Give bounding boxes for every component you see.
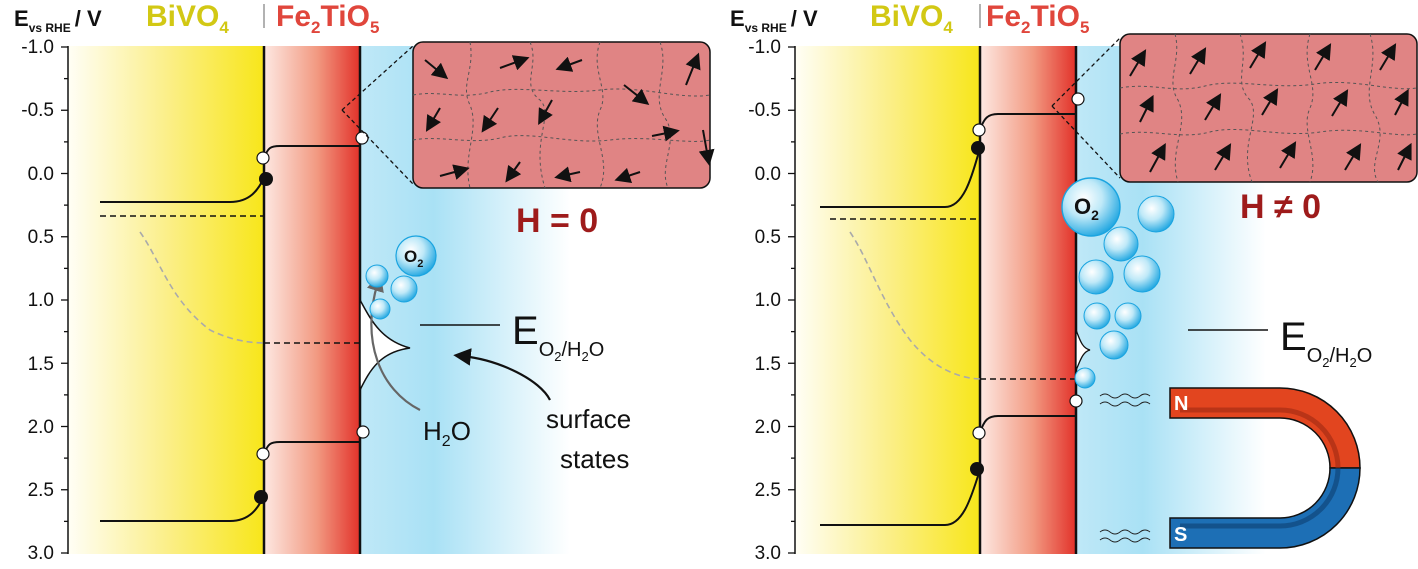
electron-filled [259, 172, 273, 186]
o2-bubble [1061, 177, 1121, 237]
field-label-h-zero: H = 0 [516, 202, 598, 240]
state-empty [256, 151, 270, 165]
axis-title: Evs RHE / V [730, 6, 818, 35]
tick-label: 1.5 [28, 354, 54, 375]
bivo4-region [795, 46, 980, 554]
tick-label: 0.0 [755, 164, 781, 185]
bubble [1123, 255, 1161, 293]
h2o-label: H2O [423, 416, 471, 450]
tick-label: -1.0 [21, 37, 54, 58]
left-y-axis: -1.0 -0.5 0.0 0.5 1.0 1.5 2.0 2.5 3.0 [21, 37, 69, 564]
tick-label: 0.0 [28, 164, 54, 185]
fermi-level-light [849, 231, 981, 380]
state-empty [355, 131, 369, 145]
fe2tio5-region [264, 46, 360, 554]
tick-label: 2.0 [28, 417, 54, 438]
tick-label: 3.0 [755, 543, 781, 564]
tick-label: 1.0 [755, 290, 781, 311]
surface-states-peak [1075, 329, 1091, 371]
tick-label: 2.5 [755, 480, 781, 501]
bivo4-conduction-band [820, 147, 981, 208]
zoom-guide [1051, 37, 1121, 107]
magnet: N S [1169, 387, 1361, 549]
surface-states-label-line1: surface [546, 404, 631, 434]
zoom-guide [341, 45, 414, 111]
o2-label: O2 [1074, 194, 1099, 223]
bubble [369, 298, 391, 320]
bubble [1103, 226, 1139, 262]
bivo4-label: BiVO4 [870, 0, 953, 37]
state-empty [972, 123, 986, 137]
magnet-south-label: S [1174, 524, 1187, 546]
tick-label: 2.0 [755, 417, 781, 438]
surface-states-peak [359, 297, 411, 391]
o2-label: O2 [404, 247, 423, 270]
tick-label: 1.5 [755, 354, 781, 375]
field-label-h-nonzero: H ≠ 0 [1240, 188, 1321, 226]
axis-title: Evs RHE / V [14, 6, 102, 35]
right-y-axis: -1.0 -0.5 0.0 0.5 1.0 1.5 2.0 2.5 3.0 [748, 37, 796, 564]
bubble [1074, 367, 1096, 389]
fe2tio5-label: Fe2TiO5 [276, 0, 379, 37]
o2-bubble [395, 235, 437, 277]
bivo4-label: BiVO4 [146, 0, 229, 37]
hole-filled [254, 490, 268, 504]
redox-label: EO2/H2O [1280, 315, 1372, 370]
state-empty [256, 447, 270, 461]
tick-label: 1.0 [28, 290, 54, 311]
state-empty [1069, 394, 1083, 408]
bivo4-valence-band [820, 469, 981, 526]
tick-label: 2.5 [28, 480, 54, 501]
tick-label: 0.5 [28, 227, 54, 248]
state-empty [1071, 92, 1085, 106]
zoom-guide [341, 109, 414, 185]
zoom-guide [1051, 105, 1121, 179]
tick-label: -1.0 [748, 37, 781, 58]
fe2tio5-label: Fe2TiO5 [986, 0, 1089, 37]
surface-states-arrow [453, 348, 551, 401]
grain-inset-unordered [412, 41, 715, 189]
left-panel: -1.0 -0.5 0.0 0.5 1.0 1.5 2.0 2.5 3.0 Ev… [14, 0, 715, 564]
bubble [1078, 259, 1114, 295]
bubble [1099, 330, 1129, 360]
bubble [1083, 302, 1111, 330]
tick-label: -0.5 [748, 100, 781, 121]
state-empty [972, 426, 986, 440]
hole-filled [970, 462, 984, 476]
bubble [365, 264, 389, 288]
right-panel: -1.0 -0.5 0.0 0.5 1.0 1.5 2.0 2.5 3.0 Ev… [730, 0, 1418, 564]
bivo4-region [68, 46, 264, 554]
tick-label: 0.5 [755, 227, 781, 248]
bubble [1137, 195, 1175, 233]
magnetic-field-lines [1099, 393, 1151, 543]
surface-states-label-line2: states [560, 444, 629, 474]
magnet-north-label: N [1174, 393, 1188, 415]
tick-label: 3.0 [28, 543, 54, 564]
grain-inset-aligned [1119, 33, 1418, 183]
electron-filled [971, 141, 985, 155]
bubble [1114, 302, 1142, 330]
bubble [390, 275, 418, 303]
tick-label: -0.5 [21, 100, 54, 121]
fe2tio5-region [980, 46, 1076, 554]
state-empty [356, 425, 370, 439]
redox-label: EO2/H2O [512, 309, 604, 364]
